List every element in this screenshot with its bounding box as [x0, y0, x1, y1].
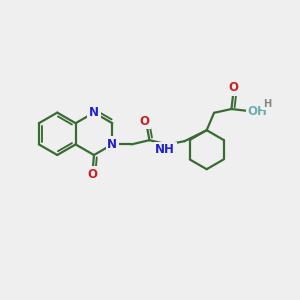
Text: OH: OH — [248, 105, 268, 118]
Text: N: N — [107, 138, 117, 151]
Text: O: O — [140, 115, 150, 128]
Text: N: N — [89, 106, 99, 119]
Text: O: O — [229, 82, 238, 94]
Text: NH: NH — [155, 143, 175, 156]
Text: H: H — [264, 99, 272, 109]
Text: O: O — [88, 168, 98, 181]
